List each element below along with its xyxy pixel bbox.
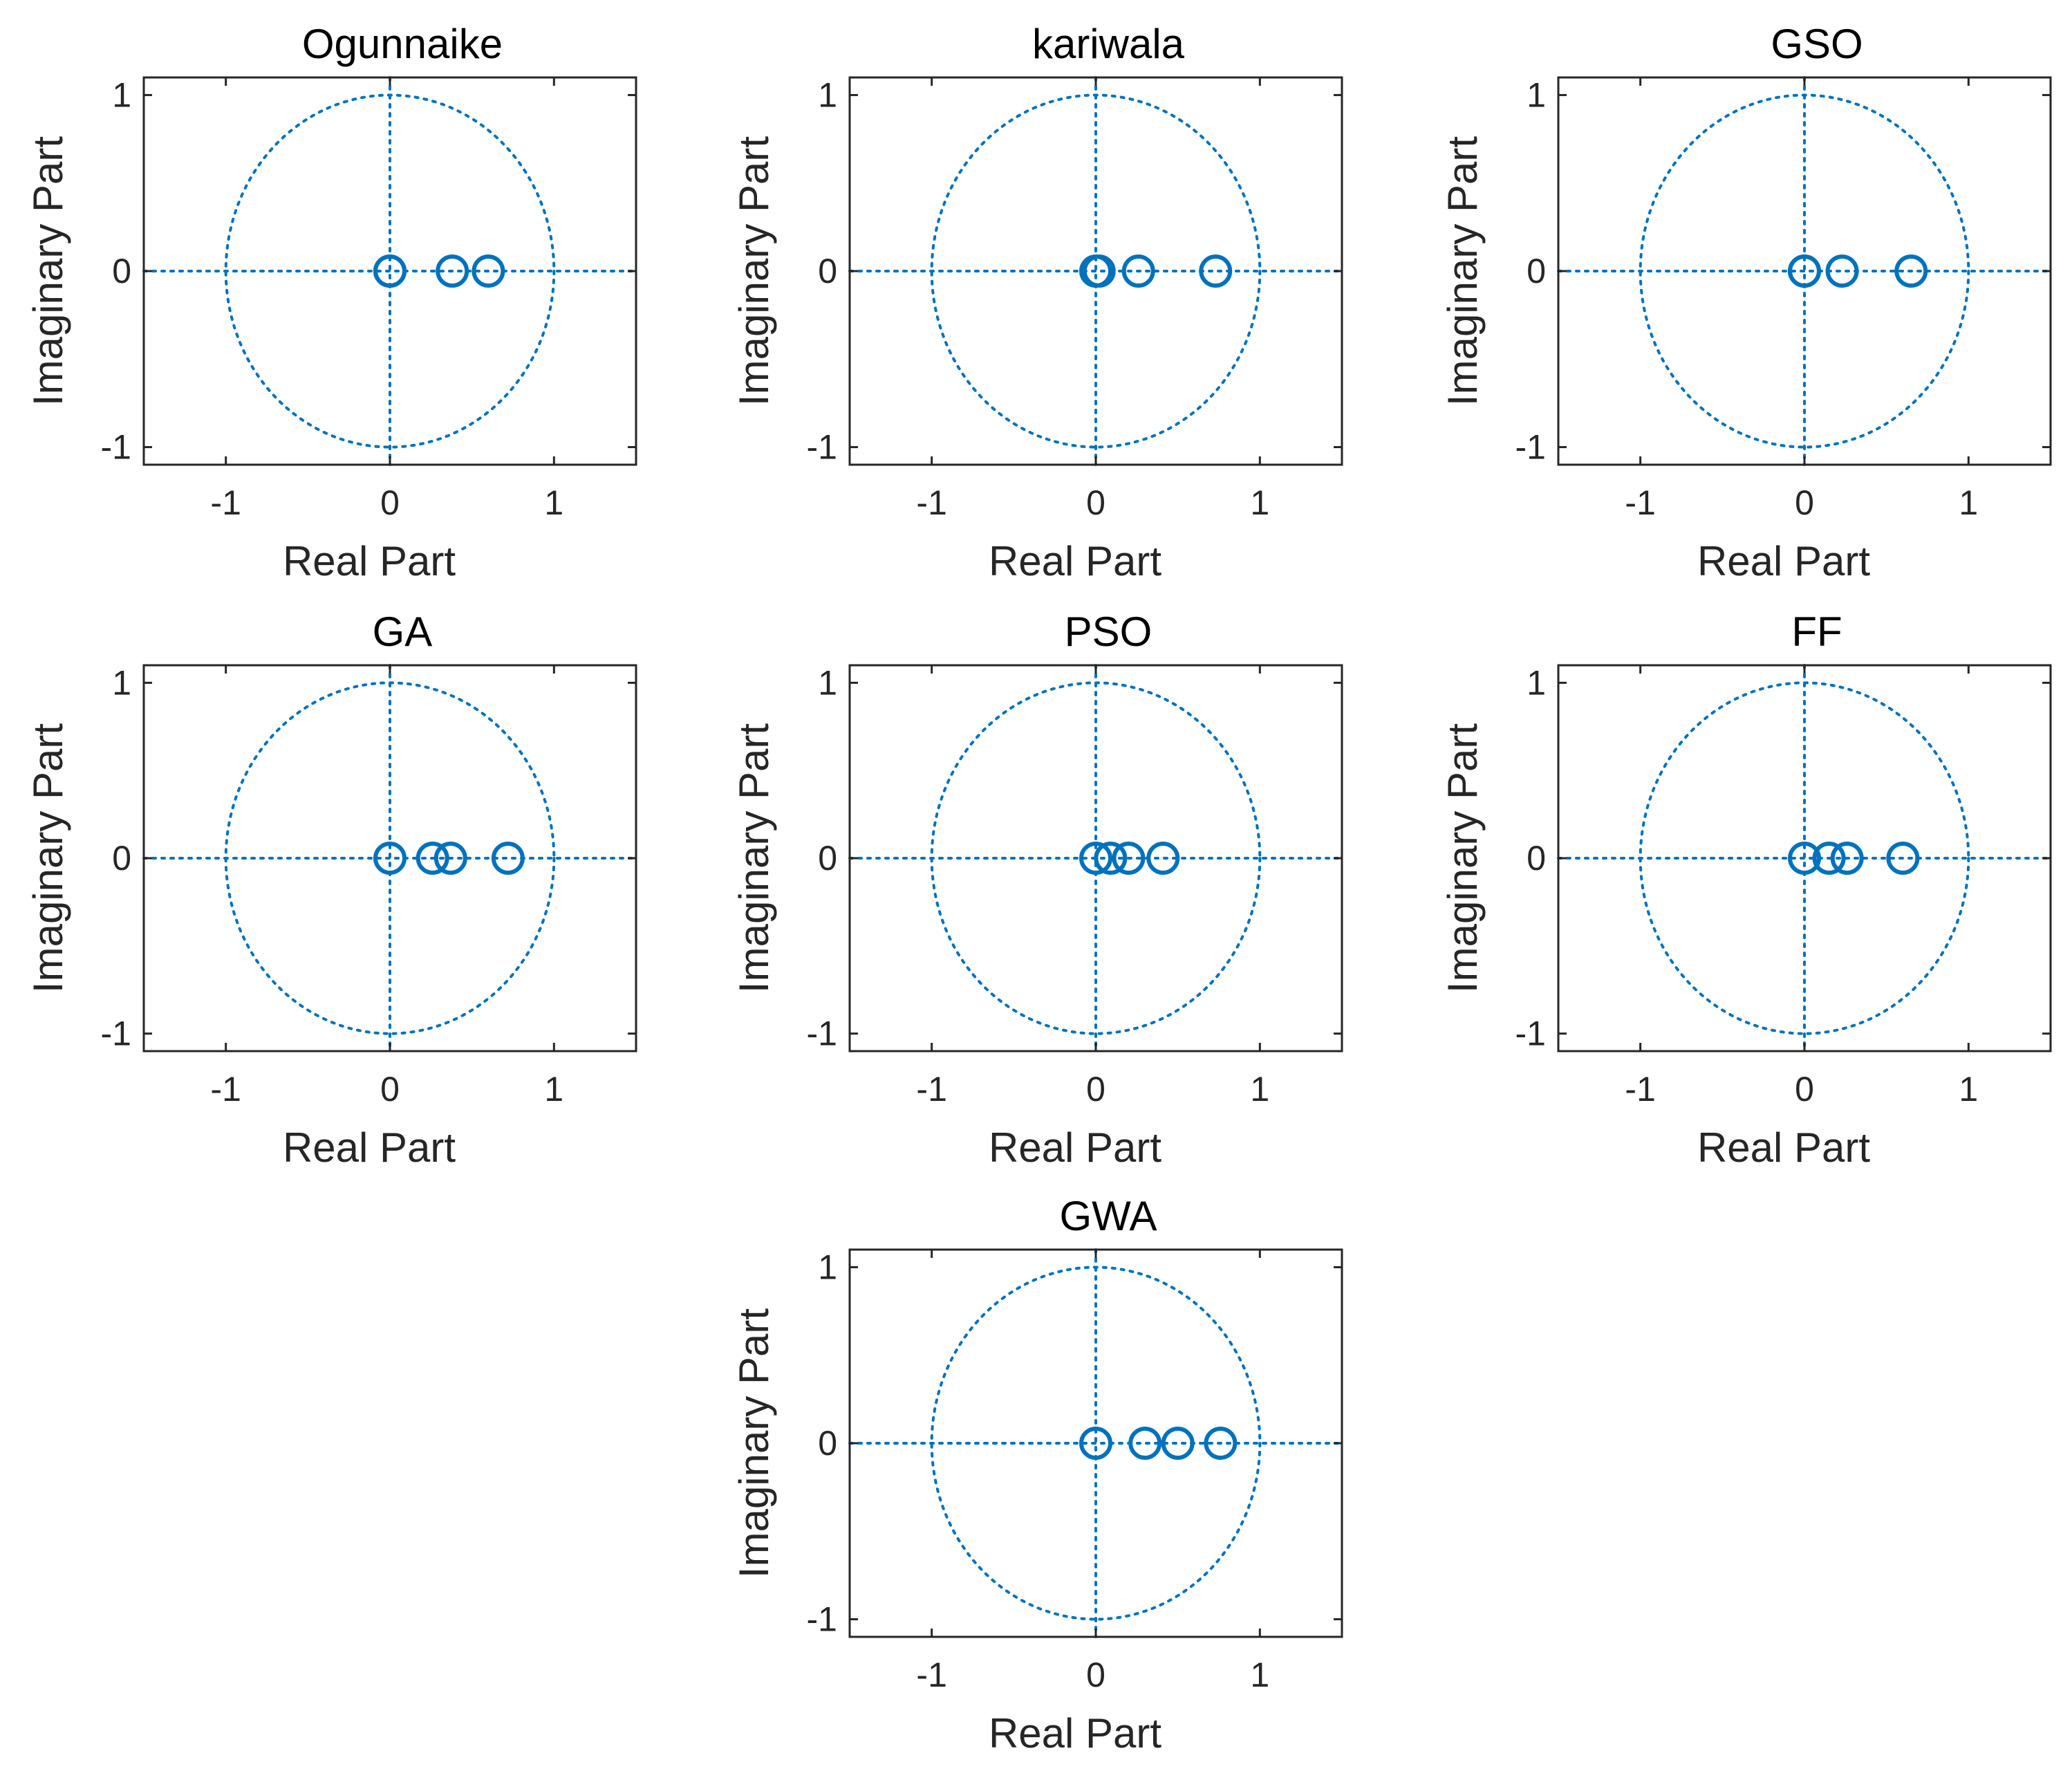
x-tick-label: 0 [1086, 1070, 1105, 1109]
zero-marker-3 [1121, 254, 1155, 288]
y-tick-label: 1 [818, 75, 837, 114]
y-tick-label: -1 [101, 428, 131, 467]
zero-marker-3 [433, 842, 467, 875]
y-tick-label: -1 [807, 1014, 837, 1053]
y-axis-label: Imaginary Part [25, 136, 71, 406]
zero-marker-4 [472, 254, 505, 288]
subplot-7: GWA -1 0 1 -1 0 1 Real Part Imaginary Part [731, 1193, 1343, 1756]
x-tick-label: -1 [1625, 1070, 1655, 1109]
y-tick-label: -1 [101, 1014, 131, 1053]
x-axis-label: Real Part [283, 538, 456, 584]
zero-marker-1 [1079, 842, 1112, 875]
x-tick-label: -1 [1625, 483, 1655, 522]
x-tick-label: 0 [1795, 1070, 1814, 1109]
zero-marker-1 [1788, 842, 1821, 875]
x-tick-label: -1 [210, 1070, 241, 1109]
zero-marker-2 [1128, 1427, 1162, 1460]
zero-marker-4 [491, 842, 525, 875]
plot-title: Ogunnaike [302, 21, 503, 67]
x-axis-label: Real Part [989, 1124, 1161, 1171]
y-tick-label: 1 [818, 663, 837, 702]
subplot-5: PSO -1 0 1 -1 0 1 Real Part Imaginary Part [731, 609, 1343, 1171]
y-tick-label: 1 [112, 75, 131, 114]
zero-marker-3 [1825, 254, 1859, 288]
zero-marker-3 [1112, 842, 1146, 875]
x-tick-label: 1 [1250, 1070, 1269, 1109]
y-tick-label: 0 [818, 252, 837, 290]
plot-title: GA [373, 609, 433, 655]
y-tick-label: 1 [1527, 663, 1546, 702]
x-tick-label: 0 [1086, 1656, 1105, 1694]
y-axis-label: Imaginary Part [1439, 723, 1486, 993]
y-tick-label: 0 [112, 252, 131, 290]
x-tick-label: 1 [1250, 1656, 1269, 1694]
zero-marker-2 [1082, 254, 1116, 288]
x-tick-label: 1 [1250, 483, 1269, 522]
y-tick-label: -1 [807, 428, 837, 467]
zero-marker-3 [1161, 1427, 1195, 1460]
zero-marker-4 [1204, 1427, 1238, 1460]
y-tick-label: -1 [1515, 428, 1546, 467]
x-tick-label: 1 [544, 1070, 563, 1109]
zero-marker-2 [1094, 842, 1128, 875]
zero-marker-1 [1079, 1427, 1112, 1460]
subplot-6: FF -1 0 1 -1 0 1 Real Part Imaginary Part [1439, 609, 2052, 1171]
subplot-2: kariwala -1 0 1 -1 0 1 Real Part Imaginary Part [731, 21, 1343, 584]
x-tick-label: -1 [916, 1070, 946, 1109]
x-axis-label: Real Part [989, 1710, 1161, 1756]
zero-marker-2 [416, 842, 449, 875]
x-tick-label: 0 [380, 1070, 400, 1109]
y-tick-label: 1 [818, 1248, 837, 1286]
zero-marker-2 [373, 254, 407, 288]
y-tick-label: -1 [807, 1600, 837, 1639]
y-axis-label: Imaginary Part [1439, 136, 1486, 406]
subplot-3: GSO -1 0 1 -1 0 1 Real Part Imaginary Part [1439, 21, 2052, 584]
y-tick-label: 0 [1527, 839, 1546, 878]
x-tick-label: -1 [210, 483, 241, 522]
x-axis-label: Real Part [1697, 1124, 1870, 1171]
zero-marker-4 [1894, 254, 1928, 288]
x-tick-label: -1 [916, 1656, 946, 1694]
plot-title: PSO [1065, 609, 1152, 655]
zero-marker-2 [1788, 254, 1821, 288]
plot-title: FF [1791, 609, 1842, 655]
y-tick-label: 0 [1527, 252, 1546, 290]
y-axis-label: Imaginary Part [25, 723, 71, 993]
plot-title: kariwala [1032, 21, 1185, 67]
y-tick-label: -1 [1515, 1014, 1546, 1053]
plot-title: GSO [1771, 21, 1863, 67]
zero-marker-4 [1199, 254, 1233, 288]
x-tick-label: 1 [1959, 1070, 1978, 1109]
zero-marker-4 [1146, 842, 1180, 875]
x-tick-label: 1 [544, 483, 563, 522]
y-tick-label: 1 [112, 663, 131, 702]
y-tick-label: 0 [818, 1424, 837, 1463]
y-axis-label: Imaginary Part [731, 723, 777, 993]
zero-marker-1 [373, 842, 407, 875]
y-axis-label: Imaginary Part [731, 136, 777, 406]
subplot-4: GA -1 0 1 -1 0 1 Real Part Imaginary Part [25, 609, 637, 1171]
y-axis-label: Imaginary Part [731, 1308, 777, 1578]
y-tick-label: 0 [818, 839, 837, 878]
y-tick-label: 0 [112, 839, 131, 878]
x-tick-label: 0 [1086, 483, 1105, 522]
zero-marker-4 [1886, 842, 1920, 875]
x-tick-label: 0 [380, 483, 400, 522]
y-tick-label: 1 [1527, 75, 1546, 114]
x-axis-label: Real Part [1697, 538, 1870, 584]
zero-marker-3 [1830, 842, 1864, 875]
x-axis-label: Real Part [283, 1124, 456, 1171]
zero-marker-2 [1812, 842, 1846, 875]
x-tick-label: 0 [1795, 483, 1814, 522]
zero-marker-3 [436, 254, 469, 288]
subplot-1: Ogunnaike -1 0 1 -1 0 1 Real Part Imaginary Part [25, 21, 637, 584]
x-tick-label: 1 [1959, 483, 1978, 522]
x-axis-label: Real Part [989, 538, 1161, 584]
x-tick-label: -1 [916, 483, 946, 522]
plot-title: GWA [1059, 1193, 1157, 1239]
